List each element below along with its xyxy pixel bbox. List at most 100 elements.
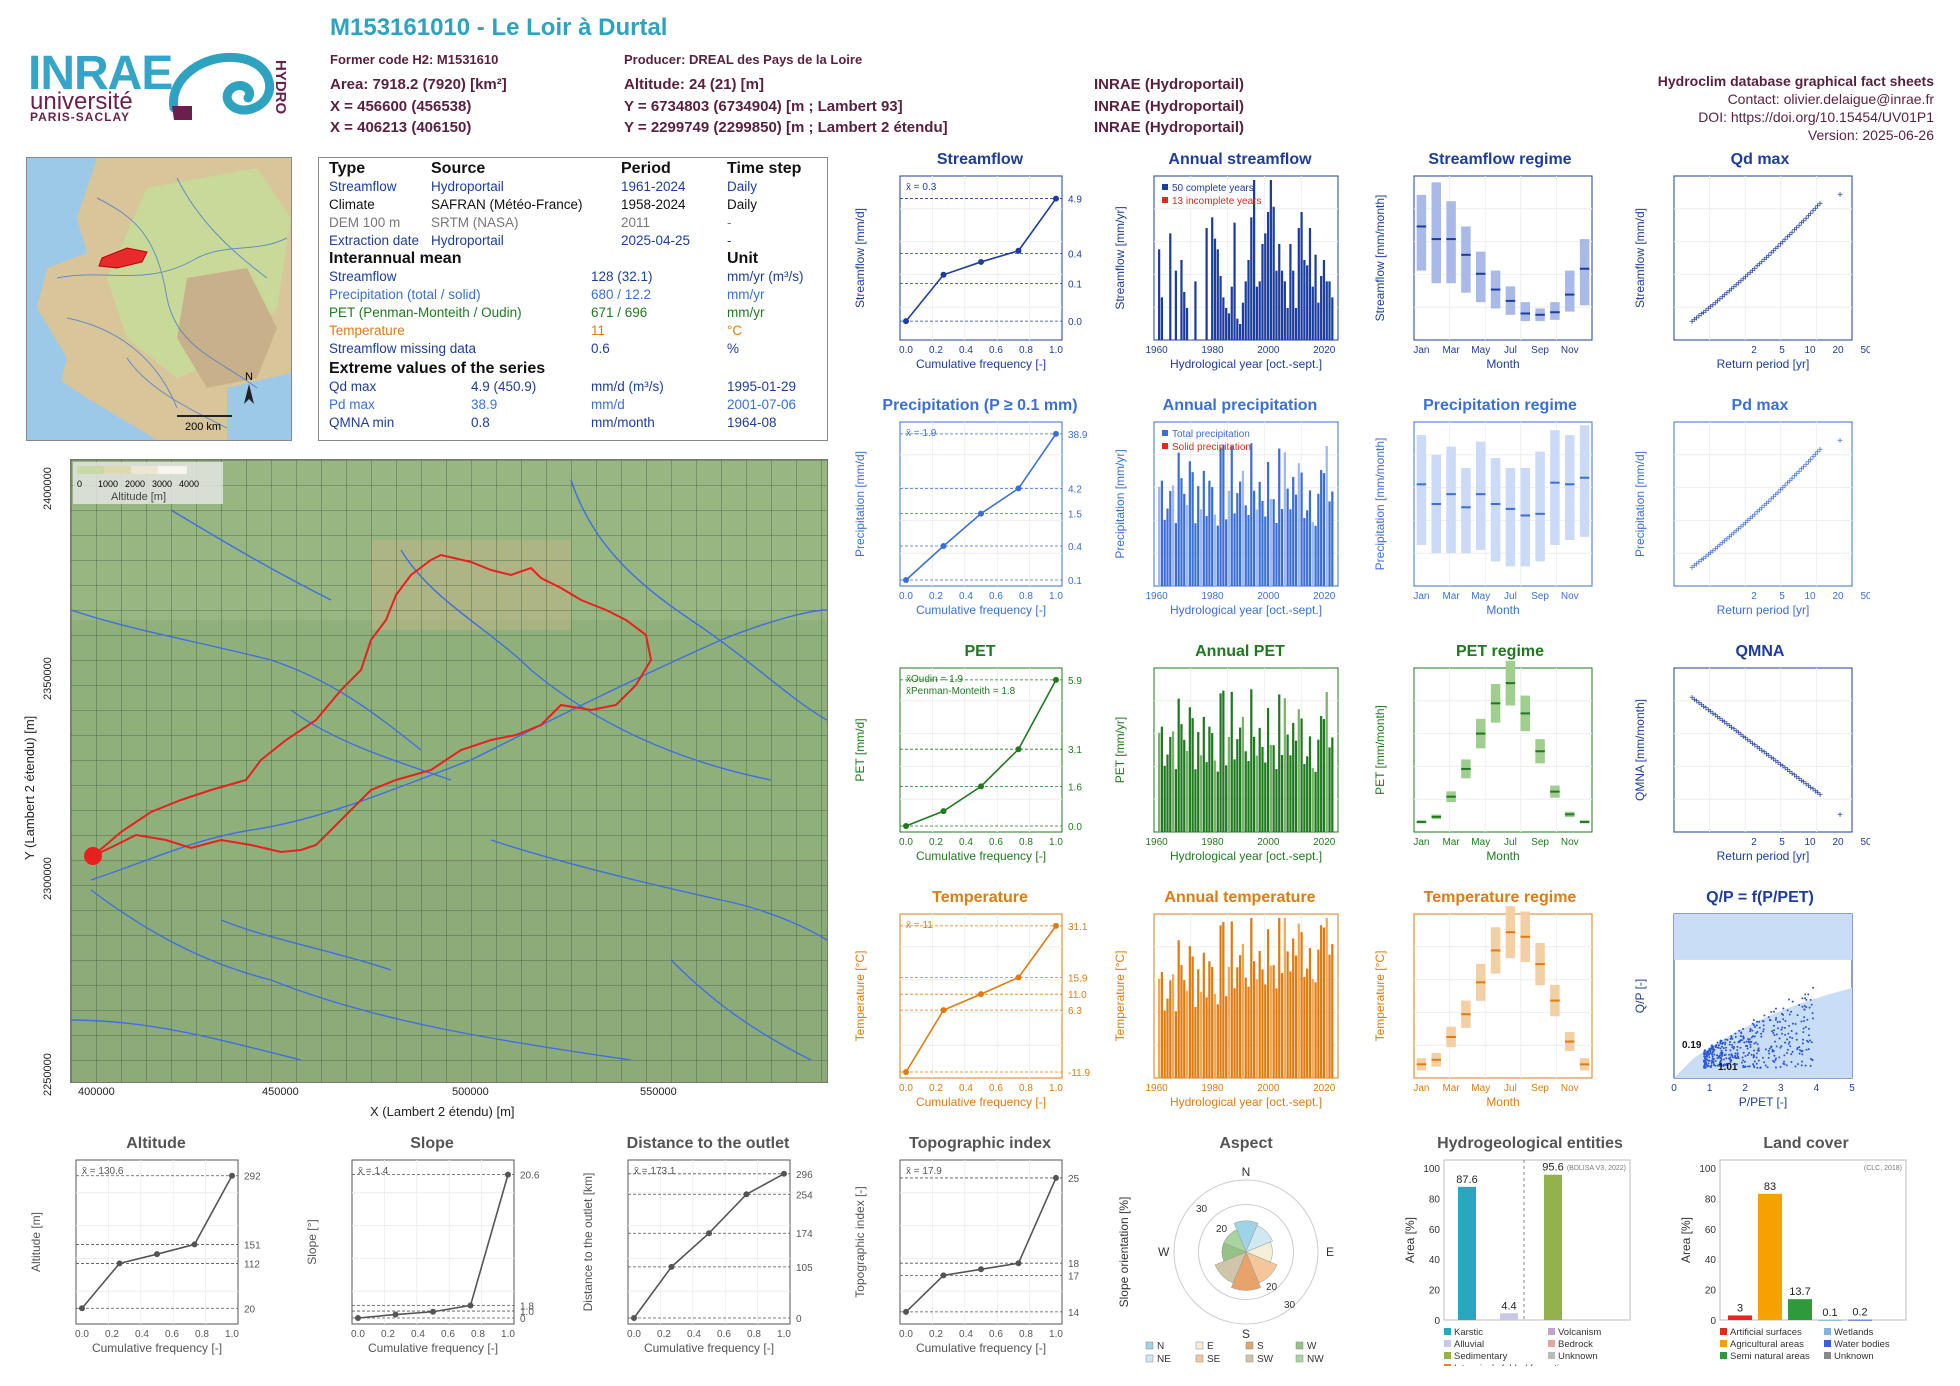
x-tick: 1.0: [501, 1329, 515, 1340]
annual-bar: [1280, 270, 1284, 340]
annual-bar: [1239, 481, 1242, 586]
category-bar: [1458, 1186, 1476, 1320]
qp-point: [1749, 1028, 1752, 1031]
qp-point: [1796, 1014, 1799, 1017]
annual-bar: [1169, 490, 1172, 586]
annual-bar: [1219, 925, 1222, 1078]
qp-point: [1780, 1012, 1783, 1015]
producer: Producer: DREAL des Pays de la Loire: [624, 52, 863, 67]
qp-point: [1752, 1019, 1755, 1022]
plot-frame: [1673, 175, 1853, 341]
qp-point: [1712, 1061, 1715, 1064]
qp-point: [1787, 1042, 1790, 1045]
gumbel-point: +: [1764, 253, 1770, 264]
map-ytick-3: 2250000: [42, 1053, 54, 1096]
x-tick: 0.2: [929, 1083, 943, 1094]
annual-bar: [1283, 281, 1286, 340]
qp-point: [1703, 1057, 1706, 1060]
aspect-slice: [1233, 1220, 1259, 1253]
annual-bar: [1289, 755, 1292, 832]
doi-link[interactable]: DOI: https://doi.org/10.15454/UV01P1: [1698, 109, 1934, 125]
gumbel-point: +: [1740, 732, 1746, 743]
x-tick: 0.6: [165, 1329, 179, 1340]
chart-title: Hydrogeological entities: [1437, 1135, 1623, 1152]
annual-bar: [1216, 1004, 1219, 1078]
x-tick: 0.4: [135, 1329, 149, 1340]
x-tick: 0.6: [717, 1329, 731, 1340]
bar-label: 3: [1737, 1302, 1743, 1314]
x-label: Month: [1486, 849, 1519, 863]
qp-point: [1749, 1046, 1752, 1049]
annual-bar: [1320, 276, 1323, 340]
qp-point: [1756, 1066, 1759, 1069]
annual-bar: [1306, 968, 1309, 1078]
mean-label-2: x̄Penman-Monteith = 1.8: [906, 686, 1016, 697]
annual-bar: [1294, 740, 1298, 832]
y-label: Precipitation [mm/month]: [1373, 438, 1387, 571]
qp-point: [1704, 1059, 1707, 1062]
qp-point: [1774, 1059, 1777, 1062]
qp-point: [1704, 1063, 1707, 1066]
legend-label: SE: [1207, 1354, 1221, 1365]
gumbel-point: +: [1729, 723, 1735, 734]
col-timestep: Time step: [727, 160, 802, 177]
y-label: Precipitation [mm/yr]: [1113, 449, 1127, 558]
annual-bar: [1174, 769, 1177, 832]
qp-point: [1773, 1029, 1776, 1032]
annual-bar: [1275, 270, 1278, 340]
qp-point: [1771, 1048, 1774, 1051]
legend-label: Unknown: [1834, 1351, 1874, 1362]
annual-bar: [1216, 771, 1219, 832]
chart-title: PET: [964, 643, 995, 660]
qp-point: [1705, 1055, 1708, 1058]
annual-bar: [1183, 493, 1186, 586]
annual-bar: [1158, 732, 1161, 832]
annual-bar: [1216, 249, 1219, 340]
gumbel-point: +: [1798, 776, 1804, 787]
gumbel-point: +: [1710, 546, 1716, 557]
qp-point: [1731, 1054, 1734, 1057]
qp-point: [1782, 1018, 1785, 1021]
legend-swatch: [1720, 1328, 1727, 1335]
gumbel-point: +: [1726, 287, 1732, 298]
qp-point: [1724, 1038, 1727, 1041]
regime-box: [1461, 467, 1471, 554]
qp-point: [1761, 1056, 1764, 1059]
row-type: Extraction date: [329, 233, 420, 248]
mean-label: x̄Oudin = 1.9: [906, 674, 963, 685]
bar-label: 4.4: [1501, 1300, 1516, 1312]
annual-bar: [1311, 286, 1314, 340]
legend-swatch: [1162, 430, 1168, 436]
cdf-point: [467, 1302, 474, 1309]
qp-point: [1763, 1014, 1766, 1017]
cdf-line: [633, 1173, 785, 1319]
aspect-slice: [1223, 1229, 1247, 1253]
x-label: Return period [yr]: [1717, 849, 1810, 863]
x-tick: 20: [1832, 591, 1844, 602]
gumbel-point: +: [1810, 207, 1816, 218]
y-tick: 100: [1699, 1164, 1716, 1175]
annual-bar: [1225, 765, 1228, 832]
gumbel-point: +: [1766, 751, 1772, 762]
qp-point: [1752, 1063, 1755, 1066]
x-tick: 0.8: [1019, 345, 1033, 356]
gumbel-point: +: [1773, 490, 1779, 501]
annual-bar: [1199, 755, 1203, 832]
plot-frame: [899, 421, 1063, 587]
qp-point: [1790, 1029, 1793, 1032]
qp-point: [1748, 1051, 1751, 1054]
cdf-point: [1015, 485, 1022, 492]
annual-bar: [1194, 523, 1197, 586]
col-type: Type: [329, 160, 366, 177]
gumbel-point: +: [1750, 739, 1756, 750]
annual-bar: [1194, 281, 1197, 340]
qp-point: [1755, 1032, 1758, 1035]
inset-map: N 200 km: [26, 157, 292, 441]
qp-point: [1717, 1044, 1720, 1047]
right-tick: 11.0: [1068, 990, 1087, 1001]
annual-bar: [1247, 986, 1250, 1078]
qp-point: [1733, 1045, 1736, 1048]
qp-point: [1780, 1045, 1783, 1048]
x-tick: 0.6: [989, 1083, 1003, 1094]
x-tick: 0.6: [989, 1329, 1003, 1340]
